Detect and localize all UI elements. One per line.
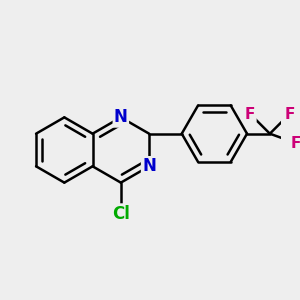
Text: N: N [114, 108, 128, 126]
Text: F: F [245, 106, 255, 122]
Text: N: N [142, 157, 156, 175]
Text: Cl: Cl [112, 205, 130, 223]
Text: F: F [291, 136, 300, 151]
Text: F: F [284, 106, 295, 122]
